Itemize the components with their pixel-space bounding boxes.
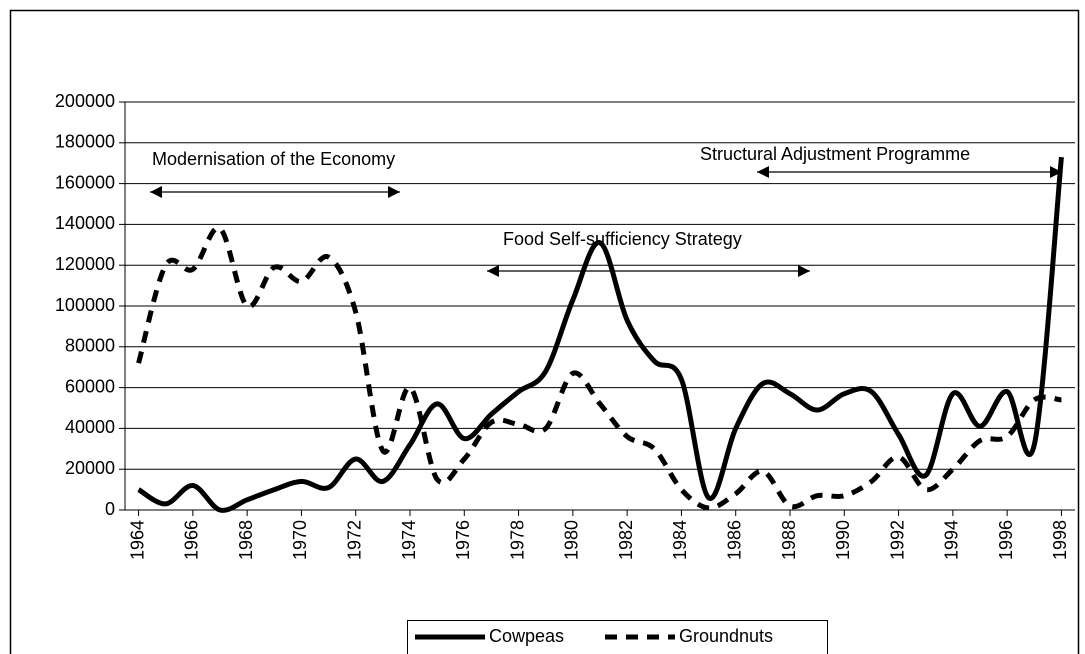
- x-tick-label: 1974: [399, 520, 419, 560]
- legend-label: Groundnuts: [679, 626, 773, 646]
- chart-frame: [9, 9, 1080, 654]
- x-tick-label: 1980: [562, 520, 582, 560]
- y-tick-label: 180000: [55, 132, 115, 152]
- y-tick-label: 160000: [55, 172, 115, 192]
- y-tick-label: 60000: [65, 376, 115, 396]
- x-tick-label: 1976: [453, 520, 473, 560]
- x-tick-label: 1992: [887, 520, 907, 560]
- x-tick-label: 1966: [182, 520, 202, 560]
- y-tick-label: 100000: [55, 295, 115, 315]
- annotation: Modernisation of the Economy: [152, 149, 395, 169]
- annotation: Food Self-sufficiency Strategy: [503, 229, 742, 249]
- x-tick-label: 1994: [942, 520, 962, 560]
- y-tick-label: 20000: [65, 458, 115, 478]
- annotation: Structural Adjustment Programme: [700, 144, 970, 164]
- x-tick-label: 1968: [236, 520, 256, 560]
- x-tick-label: 1990: [833, 520, 853, 560]
- x-tick-label: 1964: [127, 520, 147, 560]
- y-tick-label: 140000: [55, 213, 115, 233]
- x-tick-label: 1970: [290, 520, 310, 560]
- x-tick-label: 1972: [344, 520, 364, 560]
- legend-label: Cowpeas: [489, 626, 564, 646]
- series-line: [137, 156, 1064, 513]
- x-tick-label: 1986: [724, 520, 744, 560]
- y-tick-label: 120000: [55, 254, 115, 274]
- x-tick-label: 1978: [507, 520, 527, 560]
- x-tick-label: 1996: [996, 520, 1016, 560]
- y-tick-label: 200000: [55, 91, 115, 111]
- y-tick-label: 0: [105, 499, 115, 519]
- x-tick-label: 1988: [779, 520, 799, 560]
- x-tick-label: 1998: [1050, 520, 1070, 560]
- series-line: [136, 225, 1062, 511]
- x-tick-label: 1984: [670, 520, 690, 560]
- y-tick-label: 40000: [65, 417, 115, 437]
- x-tick-label: 1982: [616, 520, 636, 560]
- y-tick-label: 80000: [65, 336, 115, 356]
